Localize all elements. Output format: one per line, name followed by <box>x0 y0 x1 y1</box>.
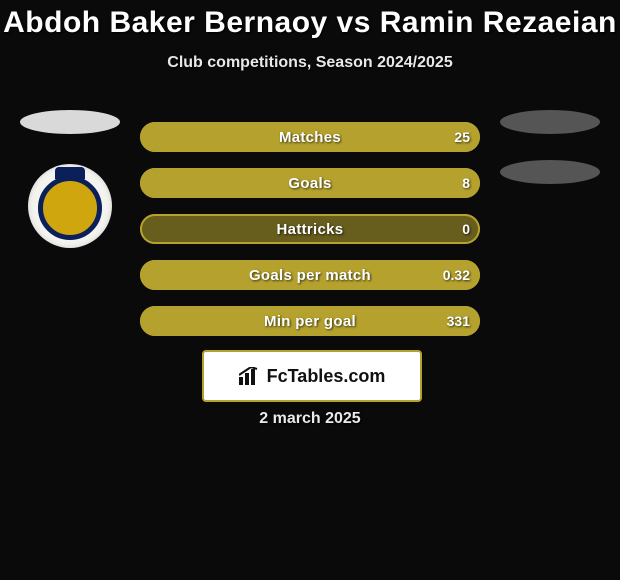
bar-chart-icon <box>239 367 261 385</box>
stat-bars: Matches25 Goals8 Hattricks0 Goals per match… <box>140 122 480 352</box>
stat-bar: Matches25 <box>140 122 480 152</box>
page-title: Abdoh Baker Bernaoy vs Ramin Rezaeian <box>0 0 620 40</box>
bar-label: Matches <box>140 122 480 152</box>
stat-bar: Goals per match0.32 <box>140 260 480 290</box>
club-badge-left <box>28 164 112 248</box>
bar-label: Min per goal <box>140 306 480 336</box>
right-player-column <box>490 110 610 198</box>
stat-bar: Hattricks0 <box>140 214 480 244</box>
flag-placeholder-right-1 <box>500 110 600 134</box>
left-player-column <box>10 110 130 248</box>
bar-value-right: 0.32 <box>443 260 470 290</box>
bar-value-right: 8 <box>462 168 470 198</box>
brand-box: FcTables.com <box>202 350 422 402</box>
page-subtitle: Club competitions, Season 2024/2025 <box>0 54 620 72</box>
flag-placeholder-left <box>20 110 120 134</box>
bar-value-right: 0 <box>462 214 470 244</box>
bar-value-right: 25 <box>454 122 470 152</box>
bar-label: Hattricks <box>140 214 480 244</box>
bar-label: Goals per match <box>140 260 480 290</box>
brand-text: FcTables.com <box>267 366 386 387</box>
bar-label: Goals <box>140 168 480 198</box>
generation-date: 2 march 2025 <box>0 410 620 428</box>
stat-bar: Goals8 <box>140 168 480 198</box>
bar-value-right: 331 <box>447 306 470 336</box>
flag-placeholder-right-2 <box>500 160 600 184</box>
badge-inner-circle <box>38 176 102 240</box>
stat-bar: Min per goal331 <box>140 306 480 336</box>
comparison-infographic: Abdoh Baker Bernaoy vs Ramin Rezaeian Cl… <box>0 0 620 580</box>
